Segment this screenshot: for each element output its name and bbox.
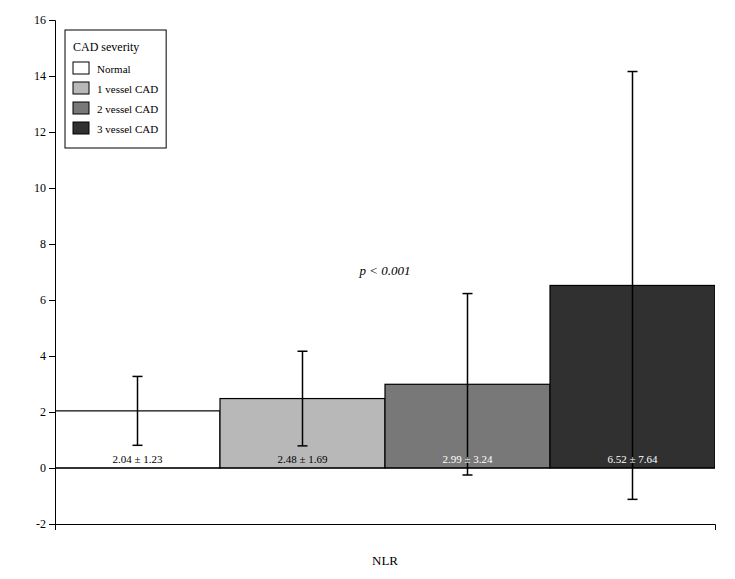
y-tick-mark <box>49 300 55 301</box>
data-label: 2.04 ± 1.23 <box>112 453 163 465</box>
error-bar <box>133 376 143 445</box>
error-bar-cap <box>628 71 638 73</box>
legend-title: CAD severity <box>73 40 139 54</box>
y-tick-label: 6 <box>40 293 46 307</box>
y-axis-line <box>49 21 56 525</box>
error-bar-stem <box>137 376 139 445</box>
y-tick-label: 8 <box>40 237 46 251</box>
y-tick-mark <box>49 356 55 357</box>
y-tick: 8 <box>40 237 55 251</box>
legend-label: 2 vessel CAD <box>97 103 158 115</box>
y-tick-mark <box>49 188 55 189</box>
error-bar-cap <box>463 474 473 476</box>
legend-label: Normal <box>97 63 131 75</box>
legend-swatch <box>73 122 89 134</box>
data-label: 6.52 ± 7.64 <box>607 453 658 465</box>
error-bar-stem <box>302 351 304 446</box>
annotation: p < 0.001 <box>358 263 410 278</box>
y-tick: 0 <box>40 461 55 475</box>
error-bar-cap <box>463 293 473 295</box>
legend-swatch <box>73 102 89 114</box>
error-bar <box>463 294 473 475</box>
y-tick-label: 10 <box>34 181 46 195</box>
y-tick: 14 <box>34 69 55 83</box>
x-axis-title: NLR <box>372 553 398 568</box>
error-bar <box>628 72 638 500</box>
legend-label: 1 vessel CAD <box>97 83 158 95</box>
legend-swatch <box>73 82 89 94</box>
x-axis <box>56 525 716 531</box>
error-bar-stem <box>632 72 634 500</box>
y-tick-label: 0 <box>40 461 46 475</box>
y-tick-mark <box>49 132 55 133</box>
y-tick: 16 <box>34 13 55 27</box>
y-tick: 12 <box>34 125 55 139</box>
y-tick-mark <box>49 76 55 77</box>
y-tick: 4 <box>40 349 55 363</box>
y-tick-label: 4 <box>40 349 46 363</box>
error-bar-cap <box>133 445 143 447</box>
plot: -2 0 2 4 6 8 10 12 14 16 2.04 ± 1.23 2.48 ± 1.69 2.9… <box>34 13 716 531</box>
error-bar-cap <box>298 445 308 447</box>
data-labels: 2.04 ± 1.23 2.48 ± 1.69 2.99 ± 3.24 6.52 ± … <box>112 453 658 465</box>
legend-label: 3 vessel CAD <box>97 123 158 135</box>
legend-frame <box>65 30 166 148</box>
legend: CAD severity Normal 1 vessel CAD 2 vessel C… <box>65 30 166 148</box>
y-tick: 6 <box>40 293 55 307</box>
error-bar-cap <box>133 376 143 378</box>
error-bar-stem <box>467 294 469 475</box>
y-tick-mark <box>49 524 55 525</box>
error-bar <box>298 351 308 446</box>
data-label: 2.48 ± 1.69 <box>277 453 328 465</box>
y-tick-label: 2 <box>40 405 46 419</box>
y-tick-label: -2 <box>36 517 46 531</box>
y-tick: 2 <box>40 405 55 419</box>
y-tick-mark <box>49 468 55 469</box>
legend-swatch <box>73 62 89 74</box>
error-bar-cap <box>298 350 308 352</box>
data-label: 2.99 ± 3.24 <box>442 453 493 465</box>
y-tick-mark <box>49 20 55 21</box>
y-tick: -2 <box>36 517 55 531</box>
y-tick-mark <box>49 244 55 245</box>
y-tick-label: 12 <box>34 125 46 139</box>
y-tick: 10 <box>34 181 55 195</box>
error-bar-cap <box>628 499 638 501</box>
y-tick-label: 16 <box>34 13 46 27</box>
y-tick-mark <box>49 412 55 413</box>
y-axis: -2 0 2 4 6 8 10 12 14 16 <box>34 13 56 531</box>
chart: -2 0 2 4 6 8 10 12 14 16 2.04 ± 1.23 2.48 ± 1.69 2.9… <box>0 0 735 579</box>
y-tick-label: 14 <box>34 69 46 83</box>
x-axis-line <box>56 525 716 531</box>
baseline <box>55 468 715 469</box>
